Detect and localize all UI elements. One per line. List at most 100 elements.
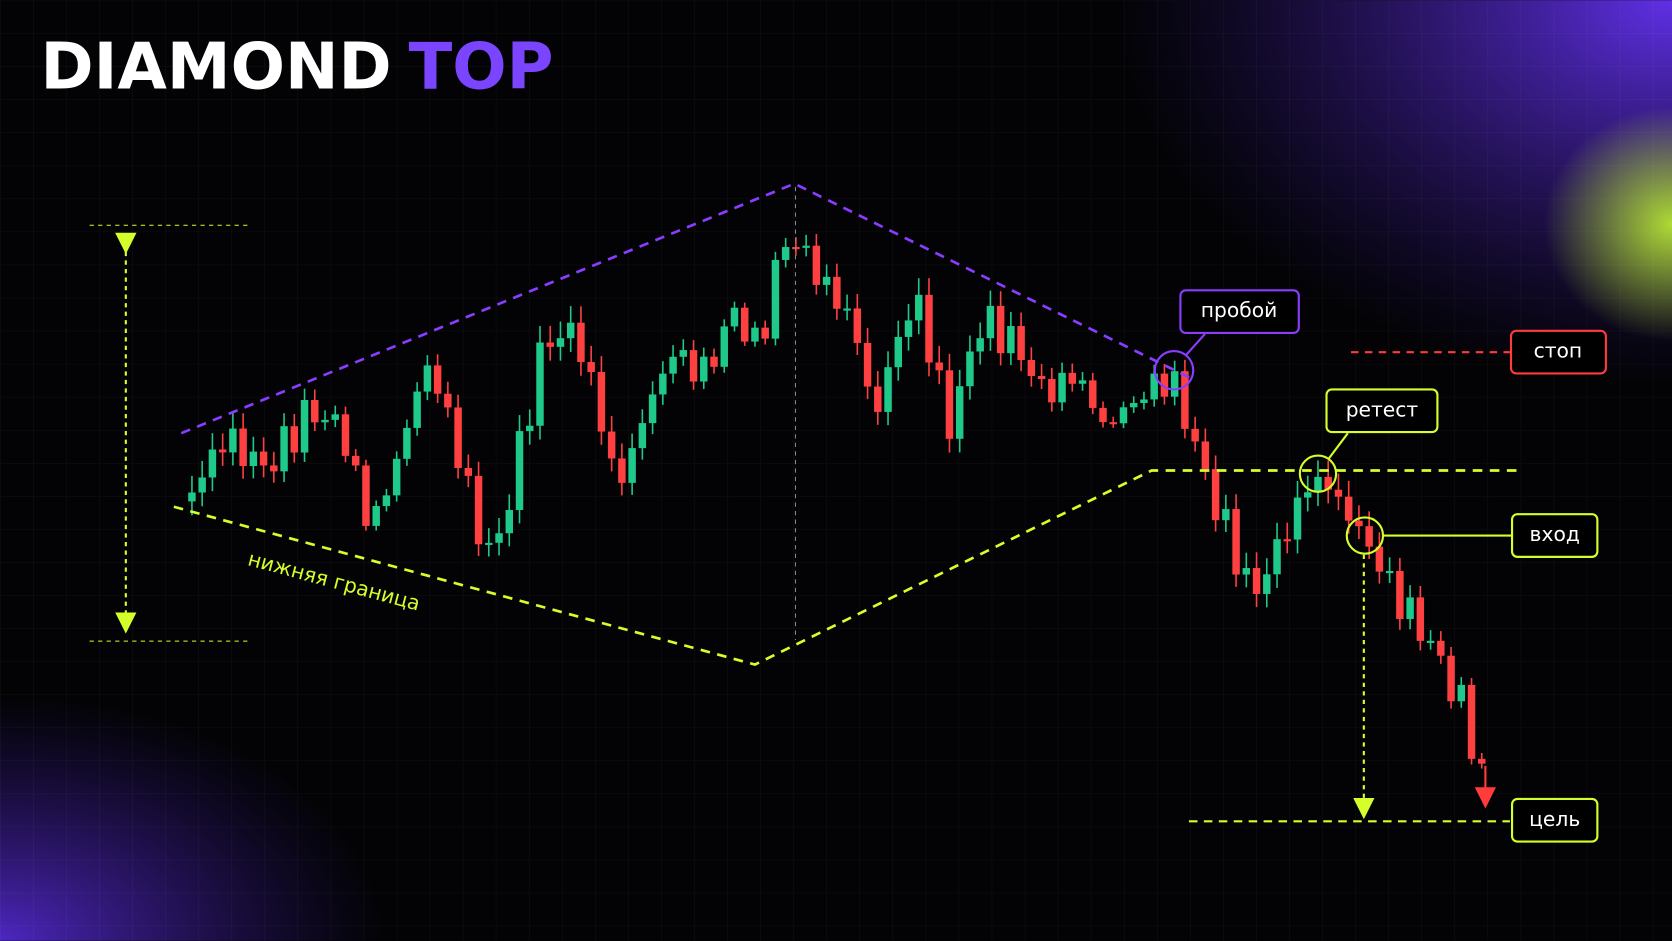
candle — [1447, 655, 1455, 702]
candle — [904, 320, 913, 337]
candle — [915, 294, 923, 321]
candle — [1426, 640, 1435, 643]
title-main: DIAMOND — [41, 30, 392, 104]
candle — [382, 495, 391, 507]
candle — [771, 259, 780, 339]
candle — [833, 276, 841, 309]
candle — [966, 351, 974, 387]
target-box — [1510, 797, 1599, 843]
candle — [935, 362, 943, 371]
candle — [689, 350, 698, 382]
candle — [495, 533, 503, 543]
breakout-circle — [1153, 350, 1195, 391]
candle — [1201, 441, 1210, 470]
candle — [659, 373, 667, 395]
breakout-box — [1179, 289, 1300, 335]
connector — [1327, 432, 1349, 460]
candle — [1283, 539, 1292, 542]
candle — [1365, 526, 1373, 547]
candle — [720, 326, 728, 367]
candle — [1058, 372, 1066, 403]
candle — [679, 350, 688, 357]
candle — [403, 427, 411, 459]
candle — [669, 356, 677, 374]
candle — [761, 327, 769, 339]
candle — [802, 245, 810, 248]
candle — [362, 465, 370, 526]
title: DIAMOND TOP — [41, 30, 554, 104]
candle — [474, 475, 483, 545]
candle — [464, 467, 473, 476]
candle — [1478, 758, 1486, 764]
candle — [556, 338, 565, 347]
candle — [1211, 469, 1220, 521]
candle — [1048, 379, 1056, 403]
candle — [618, 458, 626, 483]
retest-box — [1325, 388, 1439, 434]
candle — [1099, 407, 1107, 423]
candle — [321, 419, 329, 423]
candle — [1150, 373, 1158, 400]
candle — [1385, 570, 1394, 574]
candle — [546, 342, 554, 347]
candle — [413, 391, 421, 428]
candle — [1109, 422, 1117, 425]
candle — [1129, 403, 1138, 408]
candle — [566, 322, 575, 339]
target-label: цель — [1529, 807, 1580, 831]
candle — [188, 492, 196, 502]
candle — [1416, 597, 1425, 641]
candle — [290, 426, 299, 453]
candle — [1375, 546, 1384, 572]
candle — [730, 307, 739, 327]
candle — [1457, 684, 1466, 702]
candle — [1078, 380, 1087, 384]
candle — [1232, 509, 1240, 575]
candle — [996, 305, 1005, 354]
candle — [1396, 570, 1404, 620]
candle — [485, 542, 493, 545]
candle — [1242, 568, 1251, 575]
candle — [628, 448, 636, 483]
candle — [1252, 568, 1261, 594]
candle — [208, 449, 217, 478]
candle — [1324, 476, 1332, 490]
candle — [1027, 359, 1036, 376]
candle — [1304, 492, 1312, 498]
candle — [874, 386, 882, 412]
candle — [341, 414, 350, 456]
candle — [1191, 428, 1199, 442]
candle — [1007, 326, 1015, 354]
entry-box — [1510, 513, 1599, 558]
candle — [392, 458, 401, 496]
candle — [1160, 373, 1169, 397]
candle — [1344, 496, 1353, 521]
candle — [597, 371, 606, 432]
candle — [1037, 375, 1046, 380]
candle — [1273, 539, 1281, 575]
candle — [526, 425, 534, 432]
candle — [577, 322, 585, 363]
candle — [781, 247, 790, 260]
candle — [280, 426, 288, 472]
lower-bound — [173, 469, 1520, 666]
candle — [894, 336, 903, 368]
candle — [1293, 497, 1302, 540]
candle — [1068, 372, 1077, 384]
candle — [1355, 520, 1363, 527]
candle — [1406, 597, 1414, 620]
candle — [648, 394, 657, 424]
candle — [229, 428, 237, 453]
candle — [925, 294, 933, 363]
candle — [433, 365, 442, 394]
candle — [976, 338, 984, 352]
candle — [1140, 399, 1148, 404]
candle — [444, 393, 452, 408]
title-accent: TOP — [409, 30, 554, 104]
candle — [1467, 684, 1476, 759]
candle — [863, 342, 872, 387]
candle — [1089, 380, 1097, 408]
candle — [843, 308, 851, 311]
